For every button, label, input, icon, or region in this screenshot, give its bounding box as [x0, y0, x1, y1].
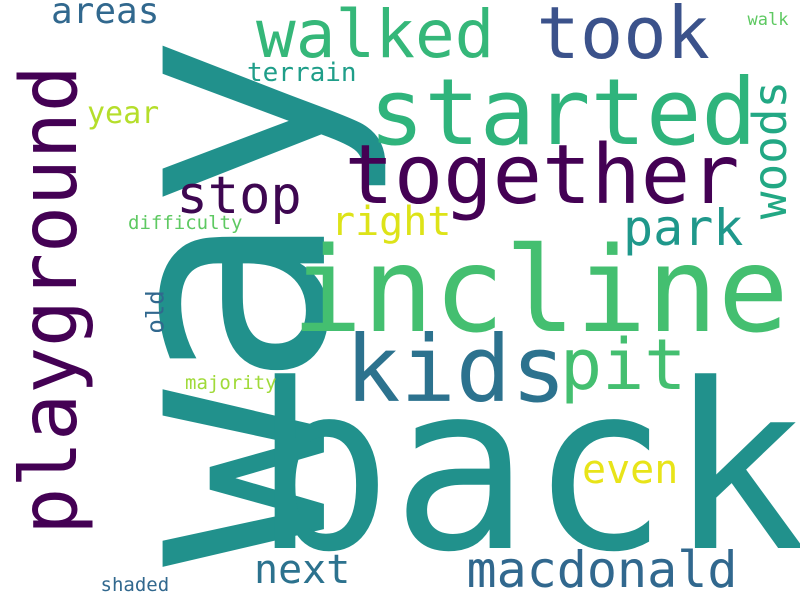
word-together: together [344, 128, 740, 223]
word-old: old [141, 290, 170, 334]
word-playground: playground [4, 65, 95, 535]
word-terrain: terrain [247, 58, 357, 88]
word-year: year [87, 96, 160, 131]
word-shaded: shaded [100, 573, 170, 596]
word-walked: walked [256, 0, 495, 73]
word-areas: areas [51, 0, 160, 32]
word-right: right [331, 199, 452, 245]
word-walk: walk [747, 9, 789, 30]
word-incline: incline [291, 221, 789, 359]
word-majority: majority [185, 371, 277, 394]
word-pit: pit [560, 324, 687, 406]
word-park: park [623, 199, 744, 257]
word-stop: stop [176, 166, 302, 226]
word-woods: woods [743, 80, 798, 220]
word-macdonald: macdonald [466, 541, 738, 599]
word-started: started [369, 59, 757, 166]
word-took: took [536, 0, 710, 75]
word-back: back [253, 336, 800, 600]
word-next: next [254, 547, 351, 593]
word-even: even [582, 447, 679, 493]
word-difficulty: difficulty [128, 211, 243, 234]
word-kids: kids [345, 316, 567, 423]
